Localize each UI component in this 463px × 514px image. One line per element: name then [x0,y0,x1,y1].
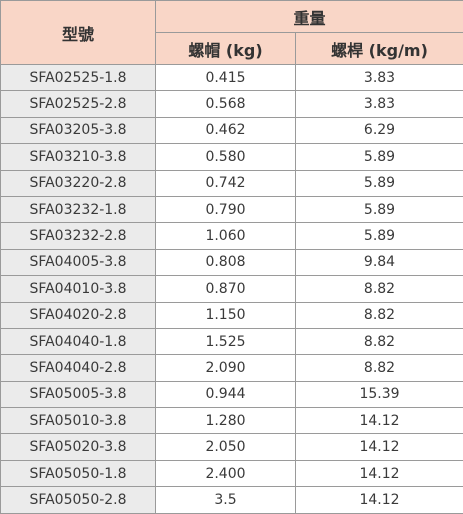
table-row: SFA04010-3.8 0.870 8.82 [0,275,463,303]
table-row: SFA02525-2.8 0.568 3.83 [0,90,463,118]
table-row: SFA05050-1.8 2.400 14.12 [0,459,463,488]
nut-weight-cell: 0.580 [155,143,296,171]
screw-weight-cell: 9.84 [294,248,463,277]
screw-weight-cell: 3.83 [294,90,463,118]
table-row: SFA05010-3.8 1.280 14.12 [0,407,463,435]
table-header: 型號 重量 螺帽 (kg) 螺桿 (kg/m) [0,0,463,65]
model-cell: SFA04020-2.8 [0,301,156,329]
model-cell: SFA05050-1.8 [0,459,156,488]
table-body: SFA02525-1.8 0.415 3.83 SFA02525-2.8 0.568 3.… [0,63,463,514]
screw-weight-cell: 15.39 [294,380,463,409]
nut-weight-cell: 0.808 [155,248,296,277]
table-row: SFA03232-1.8 0.790 5.89 [0,195,463,224]
screw-weight-cell: 3.83 [294,63,463,92]
table-row: SFA05020-3.8 2.050 14.12 [0,433,463,461]
screw-weight-cell: 5.89 [294,195,463,224]
screw-weight-cell: 5.89 [294,222,463,250]
nut-weight-cell: 0.742 [155,169,296,197]
table-row: SFA04005-3.8 0.808 9.84 [0,248,463,277]
nut-weight-cell: 2.090 [155,354,296,382]
nut-weight-cell: 0.944 [155,380,296,409]
model-cell: SFA02525-2.8 [0,90,156,118]
screw-header: 螺桿 (kg/m) [294,32,463,65]
table-row: SFA03232-2.8 1.060 5.89 [0,222,463,250]
model-cell: SFA03220-2.8 [0,169,156,197]
table-row: SFA05005-3.8 0.944 15.39 [0,380,463,409]
screw-weight-cell: 14.12 [294,407,463,435]
table-row: SFA03205-3.8 0.462 6.29 [0,116,463,145]
nut-header: 螺帽 (kg) [155,32,296,65]
screw-weight-cell: 8.82 [294,327,463,356]
model-cell: SFA04040-2.8 [0,354,156,382]
screw-weight-cell: 14.12 [294,459,463,488]
nut-weight-cell: 0.462 [155,116,296,145]
nut-weight-cell: 0.870 [155,275,296,303]
nut-weight-cell: 1.280 [155,407,296,435]
model-cell: SFA05010-3.8 [0,407,156,435]
model-cell: SFA05020-3.8 [0,433,156,461]
screw-weight-cell: 5.89 [294,169,463,197]
model-cell: SFA05005-3.8 [0,380,156,409]
screw-weight-cell: 5.89 [294,143,463,171]
model-header: 型號 [0,0,156,65]
table-row: SFA03210-3.8 0.580 5.89 [0,143,463,171]
table-row: SFA04040-1.8 1.525 8.82 [0,327,463,356]
model-cell: SFA03210-3.8 [0,143,156,171]
table-row: SFA04020-2.8 1.150 8.82 [0,301,463,329]
nut-weight-cell: 0.568 [155,90,296,118]
header-row: 型號 重量 [0,0,463,65]
table-row: SFA03220-2.8 0.742 5.89 [0,169,463,197]
table-row: SFA05050-2.8 3.5 14.12 [0,486,463,514]
model-cell: SFA04005-3.8 [0,248,156,277]
nut-weight-cell: 2.050 [155,433,296,461]
table-row: SFA02525-1.8 0.415 3.83 [0,63,463,92]
screw-weight-cell: 8.82 [294,275,463,303]
nut-weight-cell: 0.790 [155,195,296,224]
model-cell: SFA03232-1.8 [0,195,156,224]
nut-weight-cell: 3.5 [155,486,296,514]
nut-weight-cell: 0.415 [155,63,296,92]
nut-weight-cell: 1.150 [155,301,296,329]
table-row: SFA04040-2.8 2.090 8.82 [0,354,463,382]
screw-weight-cell: 14.12 [294,433,463,461]
model-cell: SFA05050-2.8 [0,486,156,514]
model-cell: SFA02525-1.8 [0,63,156,92]
nut-weight-cell: 1.525 [155,327,296,356]
screw-weight-cell: 6.29 [294,116,463,145]
nut-weight-cell: 1.060 [155,222,296,250]
weight-header: 重量 [154,0,463,33]
screw-weight-cell: 8.82 [294,354,463,382]
model-cell: SFA03205-3.8 [0,116,156,145]
screw-weight-cell: 8.82 [294,301,463,329]
model-cell: SFA04040-1.8 [0,327,156,356]
screw-weight-cell: 14.12 [294,486,463,514]
nut-weight-cell: 2.400 [155,459,296,488]
model-cell: SFA03232-2.8 [0,222,156,250]
model-cell: SFA04010-3.8 [0,275,156,303]
